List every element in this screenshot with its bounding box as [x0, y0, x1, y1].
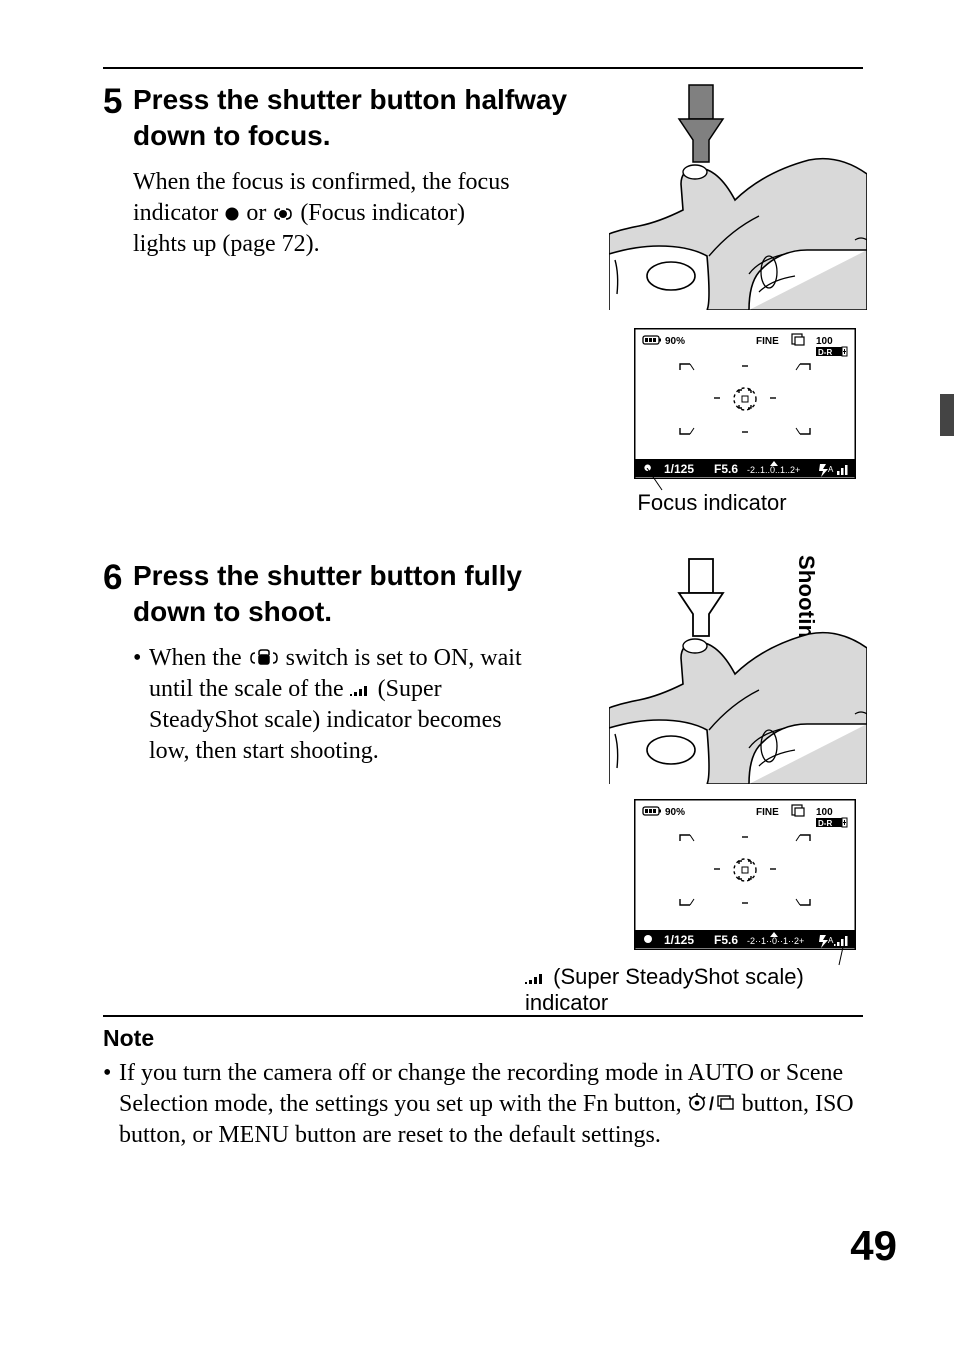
- step6-viewfinder: 90% FINE 100 D-R: [634, 799, 856, 950]
- vf-iso-text: 100: [816, 336, 833, 347]
- svg-text:A: A: [828, 936, 834, 945]
- step-5-body-line2: indicator or (Focus indicator): [133, 198, 603, 229]
- step-5-heading-line1: Press the shutter button halfway: [133, 82, 603, 118]
- note-bullet: •: [103, 1058, 119, 1152]
- step-6-heading-line1: Press the shutter button fully: [133, 558, 623, 594]
- step-5-body-line2-pre: indicator: [133, 200, 224, 226]
- drive-mode-icon: /: [688, 1091, 736, 1117]
- step6-l1-post: switch is set to ON, wait: [280, 645, 522, 671]
- svg-text:1/125: 1/125: [664, 933, 694, 947]
- note-line3: button, or MENU button are reset to the …: [119, 1120, 863, 1151]
- vf-focus-caption: Focus indicator: [622, 490, 802, 516]
- step-6-heading-line2: down to shoot.: [133, 594, 623, 630]
- step6-l2-pre: until the scale of the: [149, 676, 350, 702]
- side-tab: Shooting images: [929, 394, 954, 634]
- note-block: Note • If you turn the camera off or cha…: [103, 1025, 863, 1152]
- step-5-body-line2-mid: or: [240, 200, 272, 226]
- step-6-line3: SteadyShot scale) indicator becomes: [149, 705, 623, 736]
- note-line1: If you turn the camera off or change the…: [119, 1058, 863, 1089]
- steadyshot-scale-icon: [350, 676, 372, 702]
- step-5-body-line1: When the focus is confirmed, the focus: [133, 167, 603, 198]
- note-line2: Selection mode, the settings you set up …: [119, 1089, 863, 1120]
- step-6-number: 6: [103, 558, 133, 631]
- svg-text:F5.6: F5.6: [714, 462, 738, 476]
- step-6-line1: When the switch is set to ON, wait: [149, 643, 623, 674]
- svg-text:100: 100: [816, 807, 833, 818]
- vf-sss-caption-text: (Super SteadyShot scale) indicator: [525, 964, 804, 1015]
- vf-sss-caption: (Super SteadyShot scale) indicator: [525, 964, 865, 1016]
- step-6: 6 Press the shutter button fully down to…: [103, 558, 623, 768]
- svg-text:-2..1..0..1..2+: -2..1..0..1..2+: [747, 465, 800, 475]
- step-6-line4: low, then start shooting.: [149, 736, 623, 767]
- divider-mid: [103, 1015, 863, 1017]
- step-5-number: 5: [103, 82, 133, 155]
- step6-l2-post: (Super: [372, 676, 442, 702]
- step-5-heading-line2: down to focus.: [133, 118, 603, 154]
- svg-text:F5.6: F5.6: [714, 933, 738, 947]
- step-6-line2: until the scale of the (Super: [149, 674, 623, 705]
- svg-text:90%: 90%: [665, 807, 685, 818]
- step-5-body-line3: lights up (page 72).: [133, 229, 603, 260]
- svg-text:D-R: D-R: [818, 819, 832, 828]
- divider-top: [103, 67, 863, 69]
- step6-camera-diagram: [609, 558, 867, 784]
- side-tab-marker: [940, 394, 954, 436]
- bullet-dot: •: [133, 643, 149, 768]
- svg-text:A: A: [828, 465, 834, 474]
- page-number: 49: [850, 1222, 897, 1270]
- svg-text:D-R: D-R: [818, 348, 832, 357]
- focus-dot-icon: [224, 200, 240, 226]
- note-line2-post: button, ISO: [736, 1091, 854, 1117]
- focus-ring-icon: [272, 200, 294, 226]
- step-5: 5 Press the shutter button halfway down …: [103, 82, 603, 260]
- step6-l1-pre: When the: [149, 645, 248, 671]
- steadyshot-scale-icon: [525, 964, 547, 989]
- note-heading: Note: [103, 1025, 863, 1052]
- svg-text:FINE: FINE: [756, 807, 779, 818]
- svg-text:-2··1··0··1··2+: -2··1··0··1··2+: [747, 936, 804, 946]
- step5-viewfinder: 90% FINE 100 D-R: [634, 328, 856, 479]
- step5-camera-diagram: [609, 84, 867, 310]
- note-line2-pre: Selection mode, the settings you set up …: [119, 1091, 688, 1117]
- steadyshot-switch-icon: [248, 645, 280, 671]
- step-5-body-line2-post: (Focus indicator): [294, 200, 465, 226]
- vf-battery-text: 90%: [665, 336, 685, 347]
- svg-text:/: /: [709, 1094, 714, 1113]
- vf-quality-text: FINE: [756, 336, 779, 347]
